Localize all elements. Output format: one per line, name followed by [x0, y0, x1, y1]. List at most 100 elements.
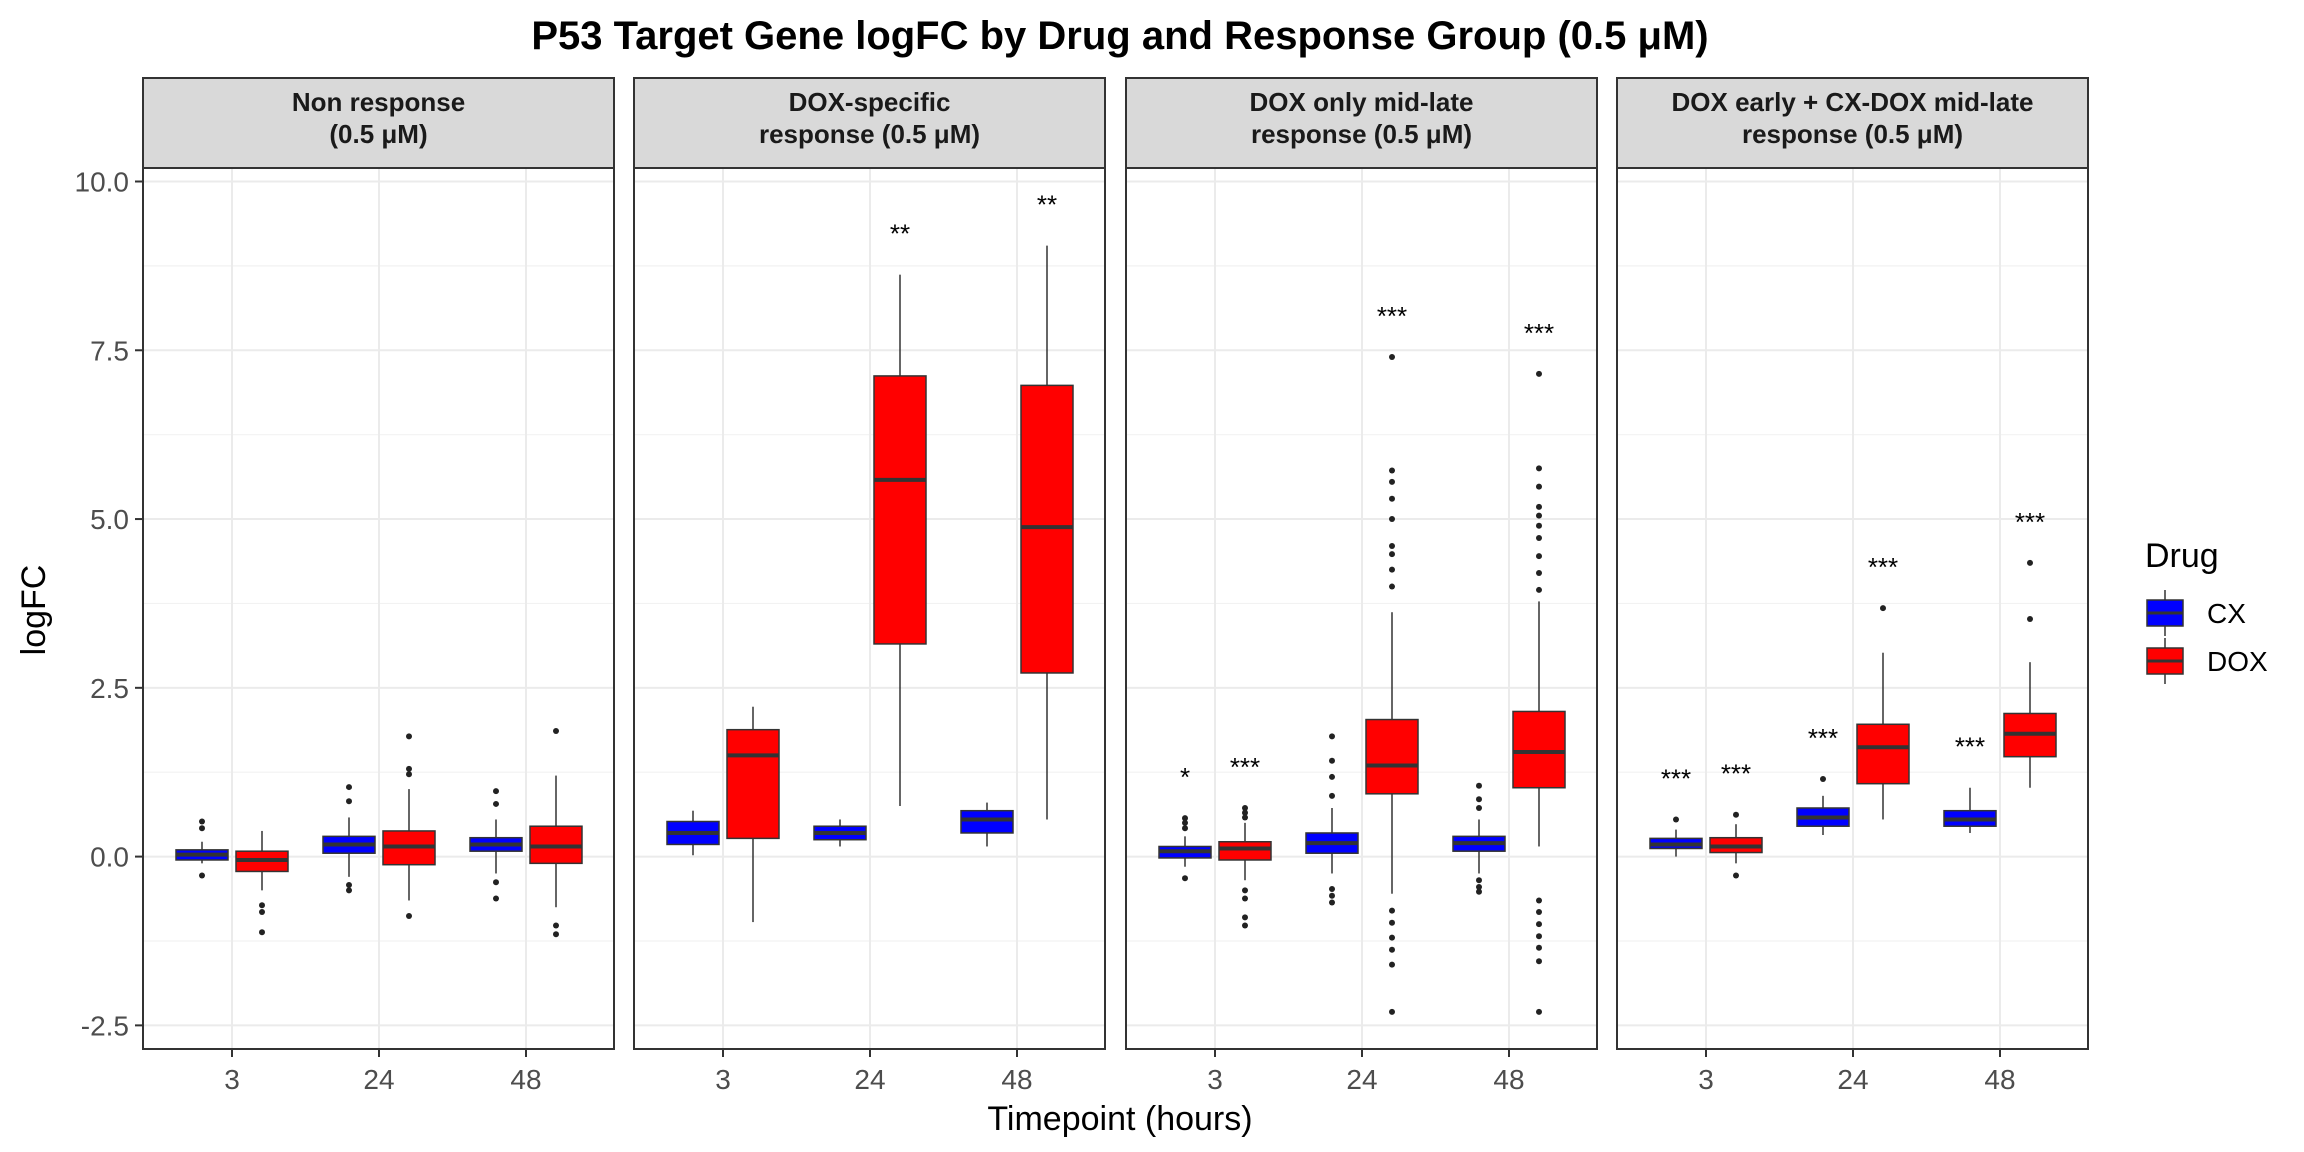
- facet-panel: Non response(0.5 μM) 3 24 48: [142, 77, 615, 1095]
- significance-label: ***: [2015, 507, 2045, 537]
- outlier-point: [1389, 961, 1395, 968]
- outlier-point: [553, 728, 559, 735]
- x-tick-label: 24: [1837, 1064, 1868, 1095]
- legend-label: CX: [2207, 598, 2246, 629]
- significance-label: ***: [1721, 759, 1751, 789]
- outlier-point: [1329, 733, 1335, 740]
- outlier-point: [1242, 887, 1248, 894]
- outlier-point: [406, 913, 412, 920]
- box: [960, 809, 1014, 834]
- outlier-point: [346, 784, 352, 791]
- outlier-point: [1329, 757, 1335, 764]
- facet-strip-label: response (0.5 μM): [759, 119, 980, 149]
- boxplot-cx-3h: ***: [1649, 763, 1703, 857]
- box: [1365, 718, 1419, 795]
- outlier-point: [1536, 503, 1542, 510]
- legend-item-cx: CX: [2146, 590, 2246, 636]
- y-tick-label: 0.0: [90, 842, 129, 873]
- outlier-point: [493, 879, 499, 886]
- outlier-point: [1242, 804, 1248, 811]
- facet-panels: Non response(0.5 μM)3 24 48DOX-specificres…: [75, 77, 2089, 1095]
- significance-label: ***: [1868, 552, 1898, 582]
- x-tick-label: 48: [1493, 1064, 1524, 1095]
- boxplot-dox-24h: ***: [1365, 301, 1419, 1015]
- box: [1512, 710, 1566, 789]
- significance-label: **: [1037, 190, 1057, 220]
- outlier-point: [1182, 825, 1188, 832]
- outlier-point: [1329, 899, 1335, 906]
- outlier-point: [1536, 553, 1542, 560]
- boxplot-dox-3h: [235, 830, 289, 936]
- outlier-point: [1536, 586, 1542, 593]
- y-tick-label: 7.5: [90, 335, 129, 366]
- outlier-point: [1673, 816, 1679, 823]
- legend-item-dox: DOX: [2146, 638, 2268, 684]
- x-tick-label: 48: [1984, 1064, 2015, 1095]
- x-tick-label: 24: [363, 1064, 394, 1095]
- boxplot-cx-48h: [960, 802, 1014, 847]
- legend-title: Drug: [2145, 537, 2219, 575]
- outlier-point: [1389, 467, 1395, 474]
- outlier-point: [1536, 522, 1542, 529]
- boxplot-cx-3h: [666, 810, 720, 856]
- outlier-point: [1820, 775, 1826, 782]
- x-tick-label: 48: [510, 1064, 541, 1095]
- outlier-point: [1536, 897, 1542, 904]
- x-tick-label: 3: [1698, 1064, 1714, 1095]
- box: [873, 375, 927, 645]
- facet-strip: [1125, 77, 1598, 169]
- outlier-point: [1242, 914, 1248, 921]
- boxplot-cx-3h: [175, 818, 229, 879]
- outlier-point: [1536, 921, 1542, 928]
- outlier-point: [1880, 605, 1886, 612]
- outlier-point: [1536, 483, 1542, 490]
- outlier-point: [1733, 811, 1739, 818]
- outlier-point: [1476, 782, 1482, 789]
- boxplot-dox-3h: ***: [1709, 759, 1763, 879]
- boxplot-cx-48h: ***: [1943, 732, 1997, 833]
- outlier-point: [493, 788, 499, 795]
- outlier-point: [493, 895, 499, 902]
- outlier-point: [1389, 543, 1395, 550]
- outlier-point: [1389, 934, 1395, 941]
- outlier-point: [2027, 615, 2033, 622]
- x-tick-label: 3: [1207, 1064, 1223, 1095]
- outlier-point: [1389, 495, 1395, 502]
- outlier-point: [1733, 872, 1739, 879]
- outlier-point: [1536, 944, 1542, 951]
- outlier-point: [1536, 512, 1542, 519]
- facet-strip: [142, 77, 615, 169]
- outlier-point: [1389, 551, 1395, 558]
- outlier-point: [1536, 933, 1542, 940]
- y-tick-label: 5.0: [90, 504, 129, 535]
- boxplot-cx-24h: [322, 784, 376, 894]
- outlier-point: [1242, 895, 1248, 902]
- outlier-point: [406, 771, 412, 778]
- boxplot-dox-48h: **: [1020, 190, 1074, 820]
- facet-strip-label: DOX-specific: [789, 87, 951, 117]
- facet-strip-label: response (0.5 μM): [1742, 119, 1963, 149]
- outlier-point: [553, 931, 559, 938]
- boxplot-dox-48h: [529, 728, 583, 938]
- legend-label: DOX: [2207, 646, 2268, 677]
- outlier-point: [1536, 958, 1542, 965]
- outlier-point: [1242, 814, 1248, 821]
- outlier-point: [1536, 908, 1542, 915]
- outlier-point: [1329, 773, 1335, 780]
- outlier-point: [1389, 478, 1395, 485]
- facet-strip: [633, 77, 1106, 169]
- boxplot-dox-48h: ***: [2003, 507, 2057, 788]
- significance-label: **: [890, 219, 910, 249]
- boxplot-dox-3h: [726, 706, 780, 923]
- x-tick-label: 3: [224, 1064, 240, 1095]
- outlier-point: [406, 765, 412, 772]
- significance-label: ***: [1661, 763, 1691, 793]
- boxplot-dox-48h: ***: [1512, 318, 1566, 1015]
- outlier-point: [406, 733, 412, 740]
- outlier-point: [1476, 877, 1482, 884]
- outlier-point: [199, 872, 205, 879]
- x-tick-label: 24: [854, 1064, 885, 1095]
